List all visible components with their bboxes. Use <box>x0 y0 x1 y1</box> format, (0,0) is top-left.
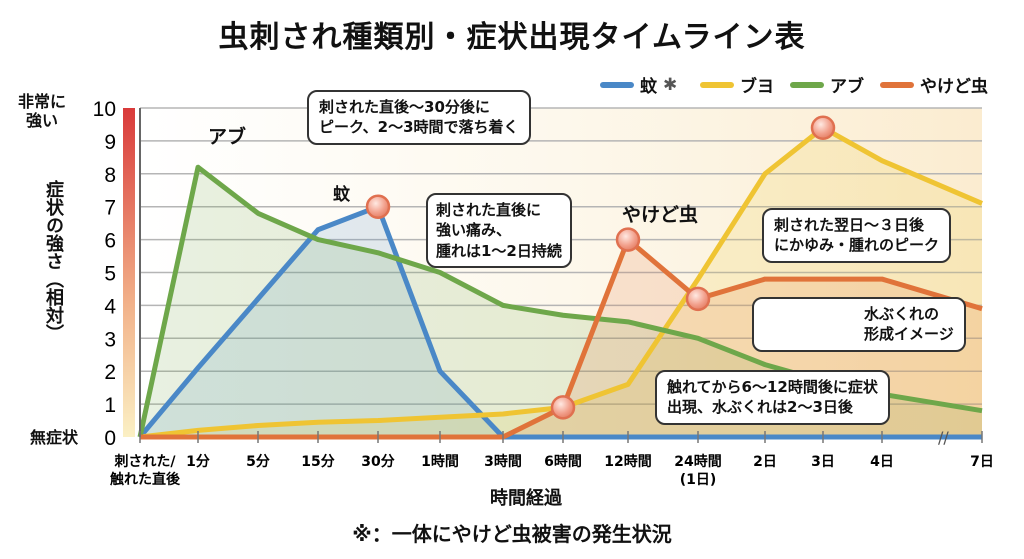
series-label-abu: アブ <box>208 126 247 148</box>
x-tick-label: 1時間 <box>421 453 459 470</box>
callout-ka: 刺された直後〜30分後に ピーク、2〜3時間で落ち着く <box>307 90 531 145</box>
series-label-ka: 蚊 <box>333 185 350 205</box>
series-label-yakedomushi: やけど虫 <box>622 204 699 226</box>
callout-buyo: 刺された翌日〜３日後 にかゆみ・腫れのピーク <box>762 208 952 263</box>
legend-label: ブヨ <box>740 77 774 97</box>
x-tick-label: 3時間 <box>484 453 522 470</box>
x-axis-title: 時間経過 <box>490 488 562 509</box>
x-tick-label: 12時間 <box>604 453 651 470</box>
legend-label: アブ <box>830 77 864 97</box>
series-area <box>140 206 982 437</box>
callout-abu: 刺された直後に 強い痛み、 腫れは1〜2日持続 <box>426 193 572 268</box>
y-tick-label: 7 <box>104 197 116 220</box>
y-top-label: 非常に 強い <box>18 92 67 131</box>
x-tick-label: 2日 <box>753 454 777 470</box>
legend-swatch <box>600 81 634 88</box>
x-tick-label: 6時間 <box>544 453 582 470</box>
x-tick-label: 30分 <box>361 454 394 470</box>
series-line <box>140 237 983 440</box>
x-tick-label: 1分 <box>186 454 210 470</box>
legend-item-buyo: ブヨ <box>700 72 774 97</box>
y-bottom-label: 無症状 <box>30 428 79 447</box>
series-line <box>138 204 982 440</box>
callout-yakedomushi: 触れてから6〜12時間後に症状 出現、水ぶくれは2〜3日後 <box>655 370 890 425</box>
legend-swatch <box>880 81 914 88</box>
y-tick-label: 1 <box>104 394 116 417</box>
highlight-marker <box>550 395 576 420</box>
series-area <box>140 127 982 438</box>
highlight-marker <box>685 286 711 312</box>
y-tick-label: 2 <box>104 361 116 384</box>
highlight-marker <box>615 227 641 252</box>
x-tick-label: 刺された/触れた直後 <box>109 454 181 488</box>
series-line <box>139 125 983 440</box>
x-tick-label: 4日 <box>870 454 894 470</box>
y-tick-label: 6 <box>104 230 116 253</box>
legend-item-yakedomushi: やけど虫 <box>880 72 988 97</box>
y-tick-label: 5 <box>104 263 116 286</box>
axis-break-mark: // <box>938 428 949 447</box>
y-tick-label: 10 <box>93 98 116 121</box>
x-tick-label: 24時間(1日) <box>674 453 721 488</box>
x-tick-label: 7日 <box>970 454 994 470</box>
footnote: ※：一体にやけど虫被害の発生状況 <box>352 522 672 546</box>
fly-icon: ✱ <box>663 74 678 95</box>
legend-swatch <box>700 81 734 88</box>
y-tick-label: 8 <box>104 164 116 187</box>
x-tick-label: 5分 <box>246 454 270 470</box>
series-area <box>140 167 982 437</box>
legend-item-abu: アブ <box>790 72 864 97</box>
y-axis-title: 症状の強さ（相対） <box>43 180 64 342</box>
legend-label: やけど虫 <box>920 77 988 97</box>
callout-blister: 水ぶくれの 形成イメージ <box>752 297 966 352</box>
x-tick-label: 15分 <box>301 454 334 470</box>
highlight-marker <box>365 194 391 219</box>
chart-title: 虫刺され種類別・症状出現タイムライン表 <box>218 20 806 55</box>
highlight-marker <box>810 115 836 140</box>
y-tick-label: 9 <box>104 131 116 154</box>
legend-item-ka: 蚊 ✱ <box>600 72 677 97</box>
legend-swatch <box>790 81 824 88</box>
y-tick-label: 3 <box>104 328 116 351</box>
y-tick-label: 0 <box>104 427 116 450</box>
legend-label: 蚊 <box>640 77 657 97</box>
y-tick-label: 4 <box>104 295 116 318</box>
severity-color-bar <box>123 108 135 437</box>
x-tick-label: 3日 <box>811 454 835 470</box>
